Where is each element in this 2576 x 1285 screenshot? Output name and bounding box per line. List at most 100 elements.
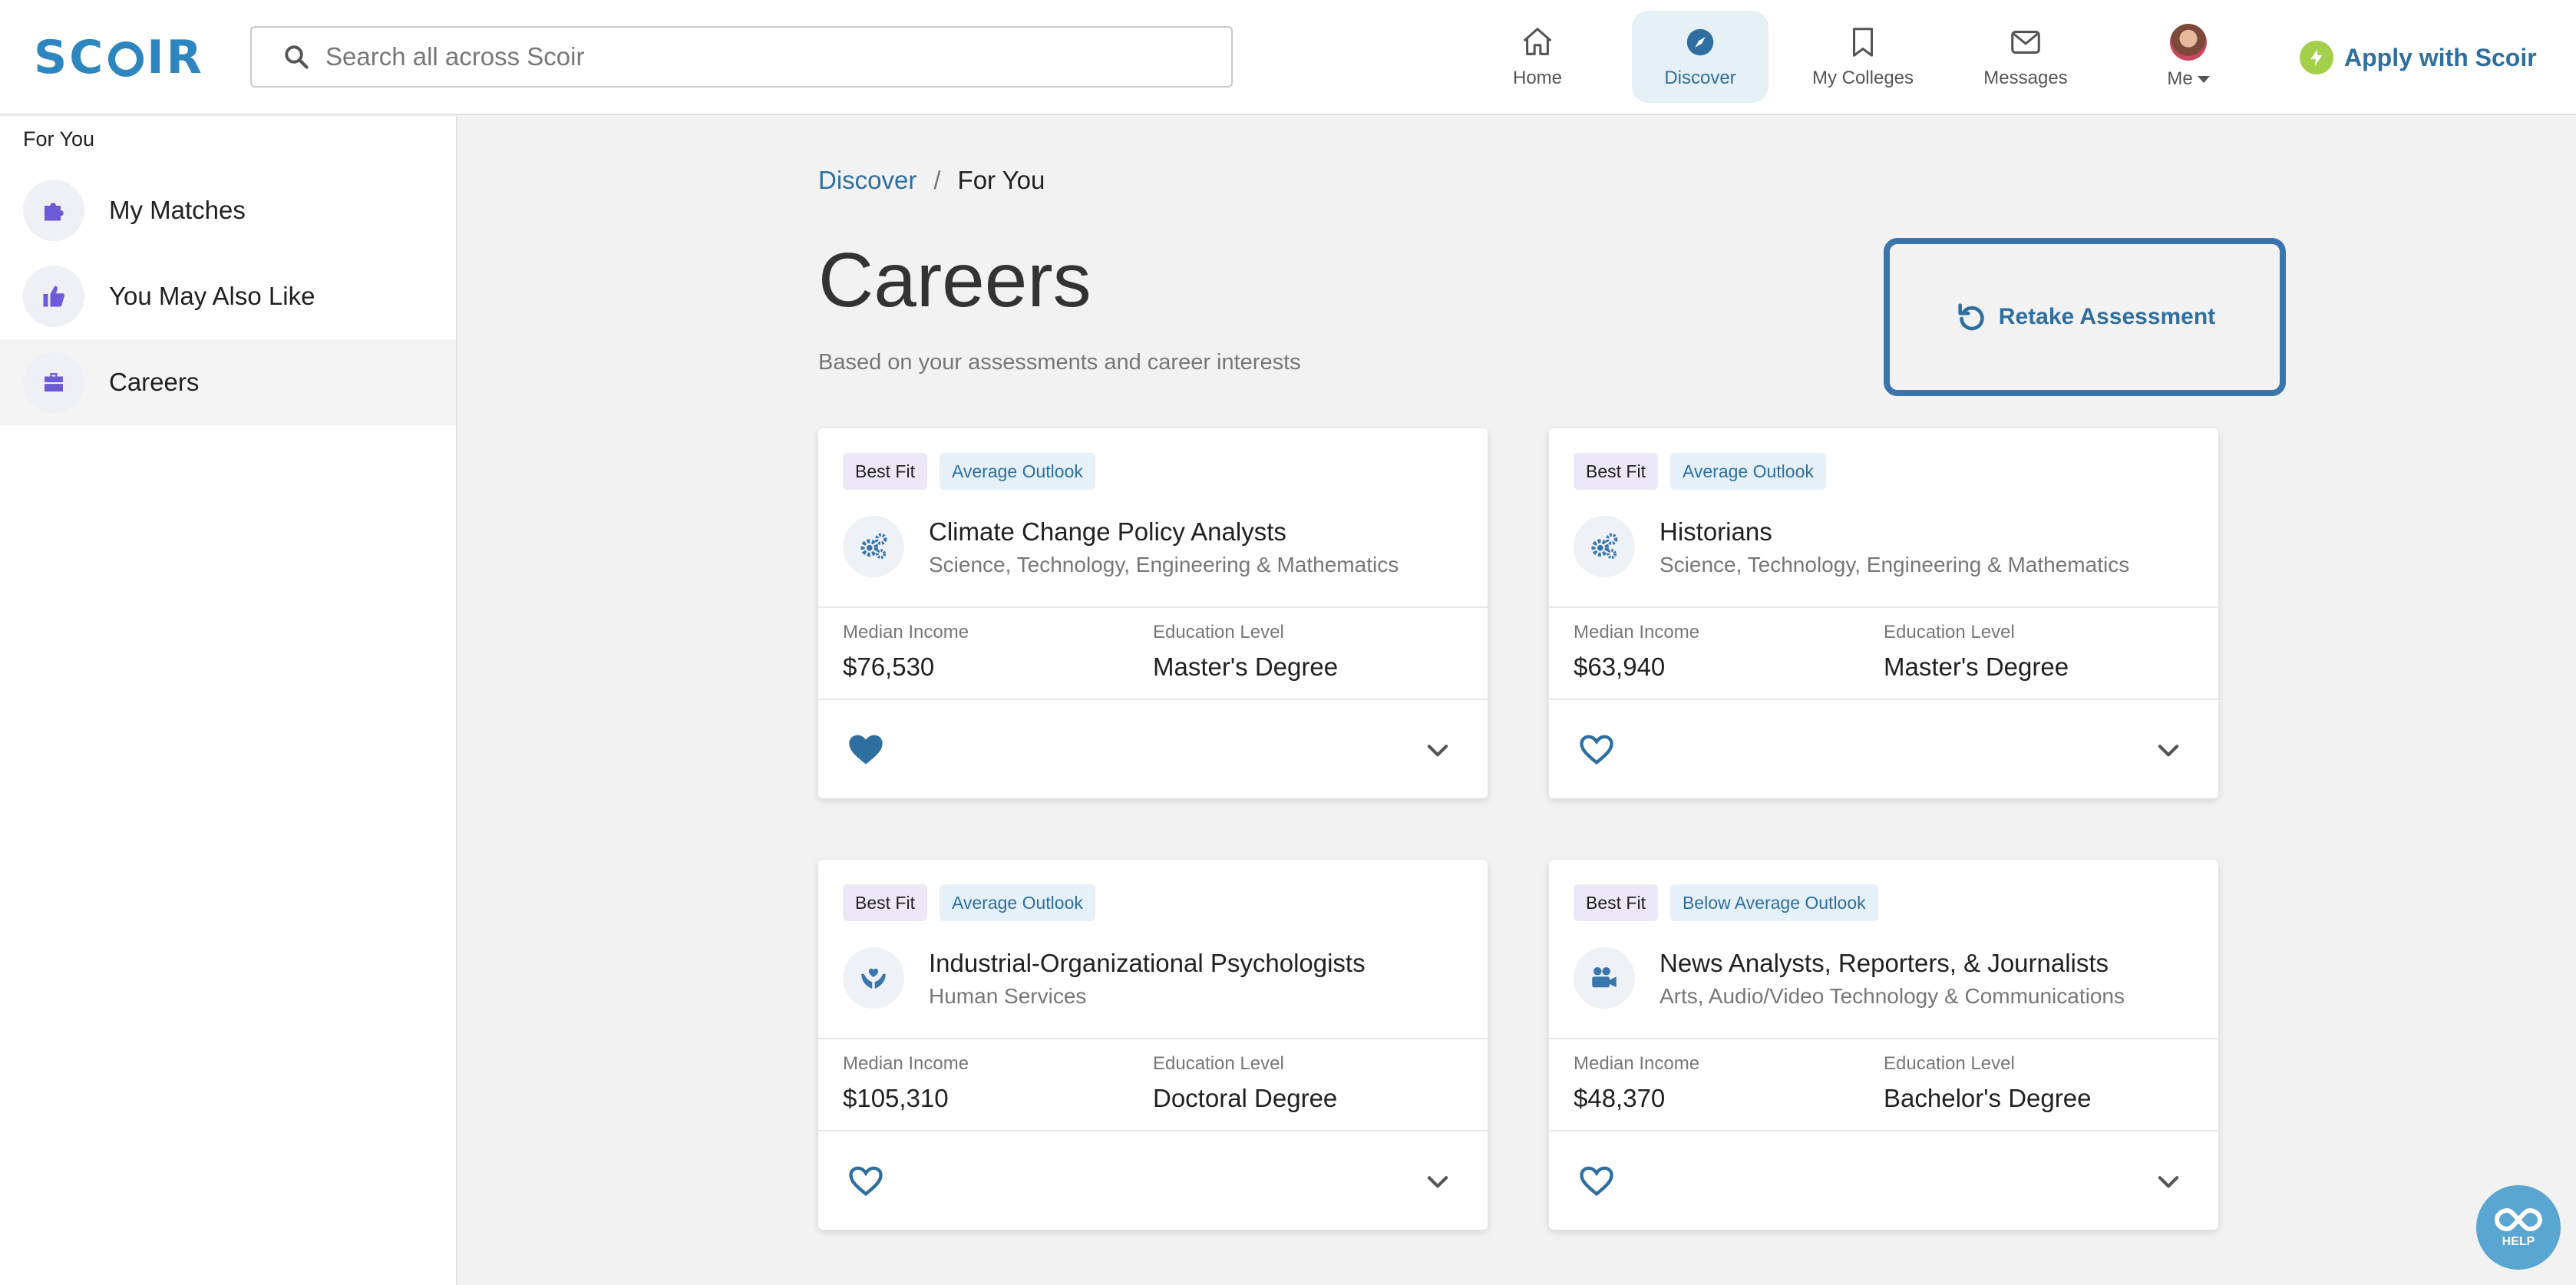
top-header: SC IR Home Discover My Colleges Messages	[0, 0, 2576, 115]
nav-me-text: Me	[2167, 68, 2193, 89]
card-badges: Best Fit Average Outlook	[843, 453, 1108, 490]
education-value: Master's Degree	[1884, 652, 2069, 681]
compass-icon	[1686, 28, 1714, 56]
heart-filled-icon[interactable]	[846, 729, 886, 769]
education-value: Master's Degree	[1153, 652, 1339, 681]
career-category: Science, Technology, Engineering & Mathe…	[929, 553, 1399, 576]
heart-outline-icon[interactable]	[846, 1161, 886, 1201]
avatar	[2170, 24, 2207, 61]
card-divider	[818, 1038, 1488, 1039]
nav-me-label: Me	[2167, 68, 2210, 90]
apply-with-scoir-button[interactable]: Apply with Scoir	[2300, 31, 2537, 84]
scoir-logo[interactable]: SC IR	[34, 31, 204, 84]
outlook-badge: Average Outlook	[1669, 453, 1826, 490]
card-badges: Best Fit Average Outlook	[843, 884, 1108, 921]
video-camera-icon	[1574, 947, 1635, 1009]
card-divider	[1549, 606, 2218, 608]
card-badges: Best Fit Average Outlook	[1574, 453, 1838, 490]
card-badges: Best Fit Below Average Outlook	[1574, 884, 1891, 921]
outlook-badge: Average Outlook	[939, 453, 1095, 490]
nav-discover[interactable]: Discover	[1632, 11, 1769, 103]
sidebar-item-label: Careers	[109, 368, 200, 396]
card-divider	[818, 699, 1488, 700]
chevron-down-icon[interactable]	[2154, 735, 2183, 765]
nav-home[interactable]: Home	[1469, 11, 1606, 103]
logo-text-end: IR	[147, 31, 204, 84]
infinity-icon	[2494, 1207, 2543, 1232]
nav-messages[interactable]: Messages	[1957, 11, 2094, 103]
briefcase-icon	[23, 352, 84, 413]
career-name[interactable]: Industrial-Organizational Psychologists	[929, 949, 1366, 977]
outlook-badge: Average Outlook	[939, 884, 1095, 921]
breadcrumb: Discover / For You	[818, 166, 1045, 195]
income-label: Median Income	[843, 622, 969, 642]
sidebar-heading: For You	[23, 127, 95, 150]
nav-discover-label: Discover	[1664, 68, 1736, 88]
education-label: Education Level	[1153, 1053, 1284, 1074]
logo-text: SC	[34, 31, 106, 84]
career-card[interactable]: Best Fit Below Average Outlook News Anal…	[1549, 860, 2218, 1230]
sidebar-item-you-may-also-like[interactable]: You May Also Like	[0, 253, 456, 339]
sidebar-item-my-matches[interactable]: My Matches	[0, 167, 456, 253]
gears-icon	[843, 516, 904, 577]
education-label: Education Level	[1884, 622, 2015, 642]
card-divider	[1549, 1038, 2218, 1039]
income-label: Median Income	[843, 1053, 969, 1074]
caret-down-icon	[2197, 76, 2210, 84]
retake-assessment-button[interactable]: Retake Assessment	[1884, 238, 2286, 396]
education-label: Education Level	[1153, 622, 1284, 642]
fit-badge: Best Fit	[1574, 884, 1658, 921]
help-label: HELP	[2502, 1235, 2535, 1248]
card-divider	[1549, 1130, 2218, 1131]
nav-my-colleges-label: My Colleges	[1811, 68, 1914, 88]
search-input[interactable]	[325, 42, 1170, 71]
chevron-down-icon[interactable]	[1423, 1167, 1452, 1196]
search-bar[interactable]	[250, 26, 1233, 88]
career-category: Science, Technology, Engineering & Mathe…	[1660, 553, 2130, 576]
education-value: Doctoral Degree	[1153, 1084, 1338, 1112]
logo-o-mark	[108, 41, 144, 77]
thumbs-up-icon	[23, 266, 84, 327]
nav-home-label: Home	[1512, 68, 1563, 88]
career-category: Human Services	[929, 984, 1087, 1008]
career-category: Arts, Audio/Video Technology & Communica…	[1660, 984, 2125, 1008]
outlook-badge: Below Average Outlook	[1669, 884, 1878, 921]
chevron-down-icon[interactable]	[1423, 735, 1452, 765]
refresh-icon	[1958, 303, 1984, 331]
heart-outline-icon[interactable]	[1577, 729, 1617, 769]
sidebar-item-label: My Matches	[109, 196, 246, 224]
career-card[interactable]: Best Fit Average Outlook Climate Change …	[818, 428, 1488, 798]
career-card[interactable]: Best Fit Average Outlook Industrial-Orga…	[818, 860, 1488, 1230]
mail-icon	[2011, 31, 2040, 54]
sidebar-item-label: You May Also Like	[109, 282, 315, 310]
heart-outline-icon[interactable]	[1577, 1161, 1617, 1201]
home-icon	[1523, 28, 1552, 55]
card-divider	[1549, 699, 2218, 700]
income-value: $63,940	[1574, 652, 1666, 681]
nav-my-colleges[interactable]: My Colleges	[1795, 11, 1931, 103]
sidebar: For You My Matches You May Also Like Car…	[0, 117, 457, 1285]
lightning-icon	[2300, 41, 2333, 74]
income-label: Median Income	[1574, 1053, 1700, 1074]
income-label: Median Income	[1574, 622, 1700, 642]
fit-badge: Best Fit	[1574, 453, 1658, 490]
breadcrumb-separator: /	[933, 166, 941, 194]
career-card[interactable]: Best Fit Average Outlook Historians Scie…	[1549, 428, 2218, 798]
education-value: Bachelor's Degree	[1884, 1084, 2092, 1112]
fit-badge: Best Fit	[843, 884, 927, 921]
income-value: $48,370	[1574, 1084, 1666, 1112]
income-value: $105,310	[843, 1084, 949, 1112]
puzzle-icon	[23, 180, 84, 241]
career-name[interactable]: Historians	[1660, 517, 1772, 546]
search-icon	[285, 45, 309, 69]
breadcrumb-current: For You	[957, 166, 1045, 194]
breadcrumb-discover-link[interactable]: Discover	[818, 166, 917, 194]
career-name[interactable]: Climate Change Policy Analysts	[929, 517, 1286, 546]
nav-me[interactable]: Me	[2120, 11, 2257, 103]
help-button[interactable]: HELP	[2476, 1185, 2561, 1270]
career-name[interactable]: News Analysts, Reporters, & Journalists	[1660, 949, 2109, 977]
chevron-down-icon[interactable]	[2154, 1167, 2183, 1196]
sidebar-item-careers[interactable]: Careers	[0, 339, 456, 425]
education-label: Education Level	[1884, 1053, 2015, 1074]
hands-heart-icon	[843, 947, 904, 1009]
